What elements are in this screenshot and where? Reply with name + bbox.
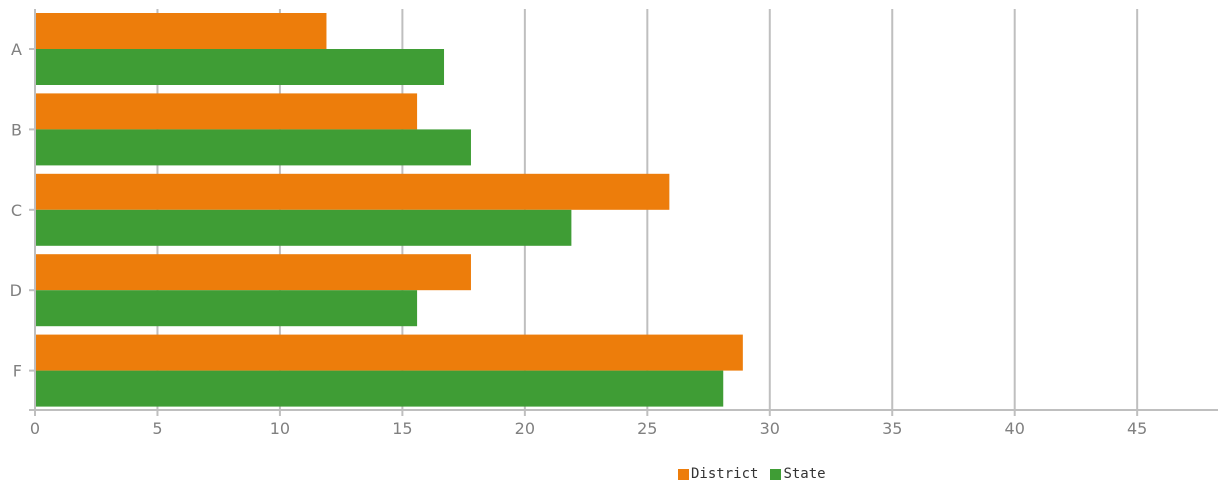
x-tick-label-5: 5	[152, 419, 162, 438]
y-tick-label-a: A	[11, 40, 22, 59]
legend-label-state: State	[783, 466, 826, 482]
x-tick-label-0: 0	[30, 419, 40, 438]
bar-district-d[interactable]	[35, 254, 471, 291]
bar-district-a[interactable]	[35, 13, 327, 49]
x-tick-label-10: 10	[270, 419, 290, 438]
legend-item-state[interactable]: State	[770, 466, 826, 482]
x-tick-label-20: 20	[515, 419, 535, 438]
y-tick-label-f: F	[13, 362, 22, 381]
x-tick-label-25: 25	[637, 419, 657, 438]
y-tick-label-d: D	[10, 281, 22, 300]
x-tick-label-45: 45	[1127, 419, 1147, 438]
bars	[35, 13, 743, 407]
bar-state-b[interactable]	[35, 129, 471, 166]
x-tick-label-35: 35	[882, 419, 902, 438]
bar-district-f[interactable]	[35, 334, 743, 371]
y-tick-label-c: C	[11, 201, 22, 220]
x-tick-label-15: 15	[392, 419, 412, 438]
bar-district-b[interactable]	[35, 93, 418, 130]
bar-state-d[interactable]	[35, 290, 418, 327]
legend-label-district: District	[691, 466, 759, 482]
legend-swatch-state	[770, 468, 782, 480]
legend: District State	[678, 466, 838, 482]
x-axis-ticks: 0 5 10 15 20 25 30 35 40 45	[30, 410, 1147, 438]
legend-item-district[interactable]: District	[678, 466, 758, 482]
x-tick-label-30: 30	[760, 419, 780, 438]
bar-state-f[interactable]	[35, 370, 724, 407]
bar-state-c[interactable]	[35, 209, 572, 246]
y-axis-ticks: A B C D F	[10, 40, 35, 381]
legend-swatch-district	[678, 468, 689, 480]
bar-district-c[interactable]	[35, 173, 670, 210]
x-tick-label-40: 40	[1005, 419, 1025, 438]
bar-state-a[interactable]	[35, 49, 445, 85]
y-tick-label-b: B	[11, 120, 22, 139]
